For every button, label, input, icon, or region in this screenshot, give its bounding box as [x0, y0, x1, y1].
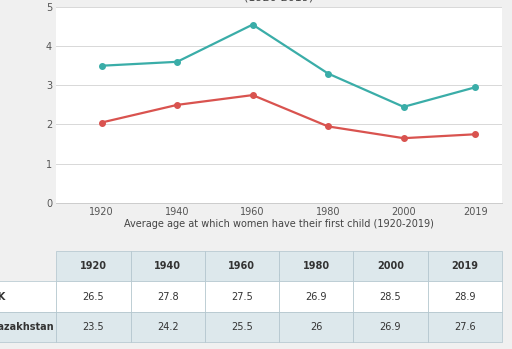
Title: Average number of children born to one woman
(1920-2019): Average number of children born to one w…: [145, 0, 413, 2]
Text: Average age at which women have their first child (1920-2019): Average age at which women have their fi…: [124, 220, 434, 230]
Legend: UK, Kazakhstan: UK, Kazakhstan: [219, 270, 339, 280]
